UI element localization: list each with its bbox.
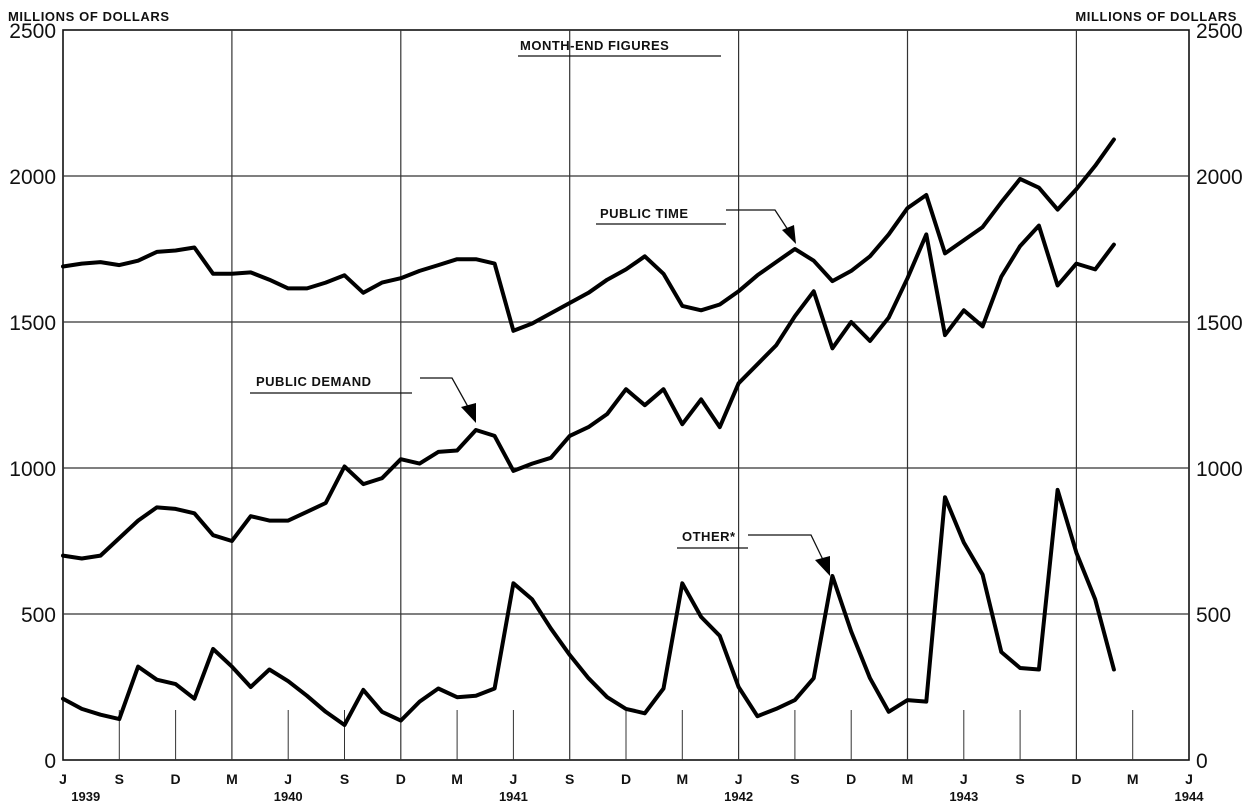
x-tick-label: S: [790, 771, 799, 787]
x-tick-label: D: [621, 771, 631, 787]
series-lines: [61, 137, 1116, 727]
x-tick-label: M: [451, 771, 463, 787]
y-axis-label-left: MILLIONS OF DOLLARS: [8, 9, 170, 24]
x-tick-label: J: [59, 771, 67, 787]
chart-title: MONTH-END FIGURES: [520, 38, 669, 53]
year-label-1942: 1942: [724, 789, 753, 804]
gridlines: [63, 30, 1189, 760]
y-tick-label-right: 500: [1196, 604, 1231, 627]
year-label-1940: 1940: [274, 789, 303, 804]
x-tick-label: D: [171, 771, 181, 787]
series-line-public-time: [61, 137, 1116, 333]
label-public-time-leader: [726, 209, 793, 237]
y-tick-label-right: 1000: [1196, 458, 1243, 481]
year-label-1944: 1944: [1175, 789, 1205, 804]
label-public-time-arrowhead: [782, 225, 796, 244]
x-tick-label: J: [284, 771, 292, 787]
label-public-time: PUBLIC TIME: [600, 206, 689, 221]
label-other-arrowhead: [815, 556, 830, 576]
x-tick-label: S: [565, 771, 574, 787]
x-tick-label: M: [902, 771, 914, 787]
label-public-demand-leader: [420, 377, 473, 415]
x-tick-label: D: [396, 771, 406, 787]
y-tick-label-left: 500: [21, 604, 56, 627]
x-tick-label: J: [1185, 771, 1193, 787]
x-tick-label: M: [676, 771, 688, 787]
x-tick-label: M: [226, 771, 238, 787]
x-tick-label: J: [510, 771, 518, 787]
y-tick-label-right: 2000: [1196, 166, 1243, 189]
y-tick-label-left: 1500: [9, 312, 56, 335]
y-tick-label-right: 1500: [1196, 312, 1243, 335]
x-tick-label: S: [340, 771, 349, 787]
y-axis-label-right: MILLIONS OF DOLLARS: [1075, 9, 1237, 24]
y-tick-label-right: 2500: [1196, 20, 1243, 43]
x-tick-label: J: [960, 771, 968, 787]
x-tick-label: J: [735, 771, 743, 787]
year-label-1943: 1943: [949, 789, 978, 804]
y-tick-label-right: 0: [1196, 750, 1208, 773]
x-tick-label: S: [115, 771, 124, 787]
series-line-public-demand: [61, 223, 1116, 561]
y-tick-label-left: 0: [44, 750, 56, 773]
year-label-1941: 1941: [499, 789, 528, 804]
series-line-other: [61, 487, 1116, 727]
y-tick-labels: 0 0 500 500 1000 1000 1500 1500 2000 2000 2500 2500: [9, 20, 1242, 773]
y-tick-label-left: 2000: [9, 166, 56, 189]
year-label-1939: 1939: [71, 789, 100, 804]
y-tick-label-left: 2500: [9, 20, 56, 43]
x-tick-label: D: [1071, 771, 1081, 787]
year-labels: 1939 1940 1941 1942 1943 1944: [71, 789, 1204, 804]
minor-ticks: [118, 710, 1134, 760]
x-tick-label: M: [1127, 771, 1139, 787]
label-other: OTHER*: [682, 529, 736, 544]
x-tick-label: D: [846, 771, 856, 787]
label-public-demand-arrowhead: [461, 403, 476, 423]
label-other-leader: [748, 534, 827, 567]
y-tick-label-left: 1000: [9, 458, 56, 481]
x-tick-label: S: [1015, 771, 1024, 787]
label-public-demand: PUBLIC DEMAND: [256, 374, 372, 389]
